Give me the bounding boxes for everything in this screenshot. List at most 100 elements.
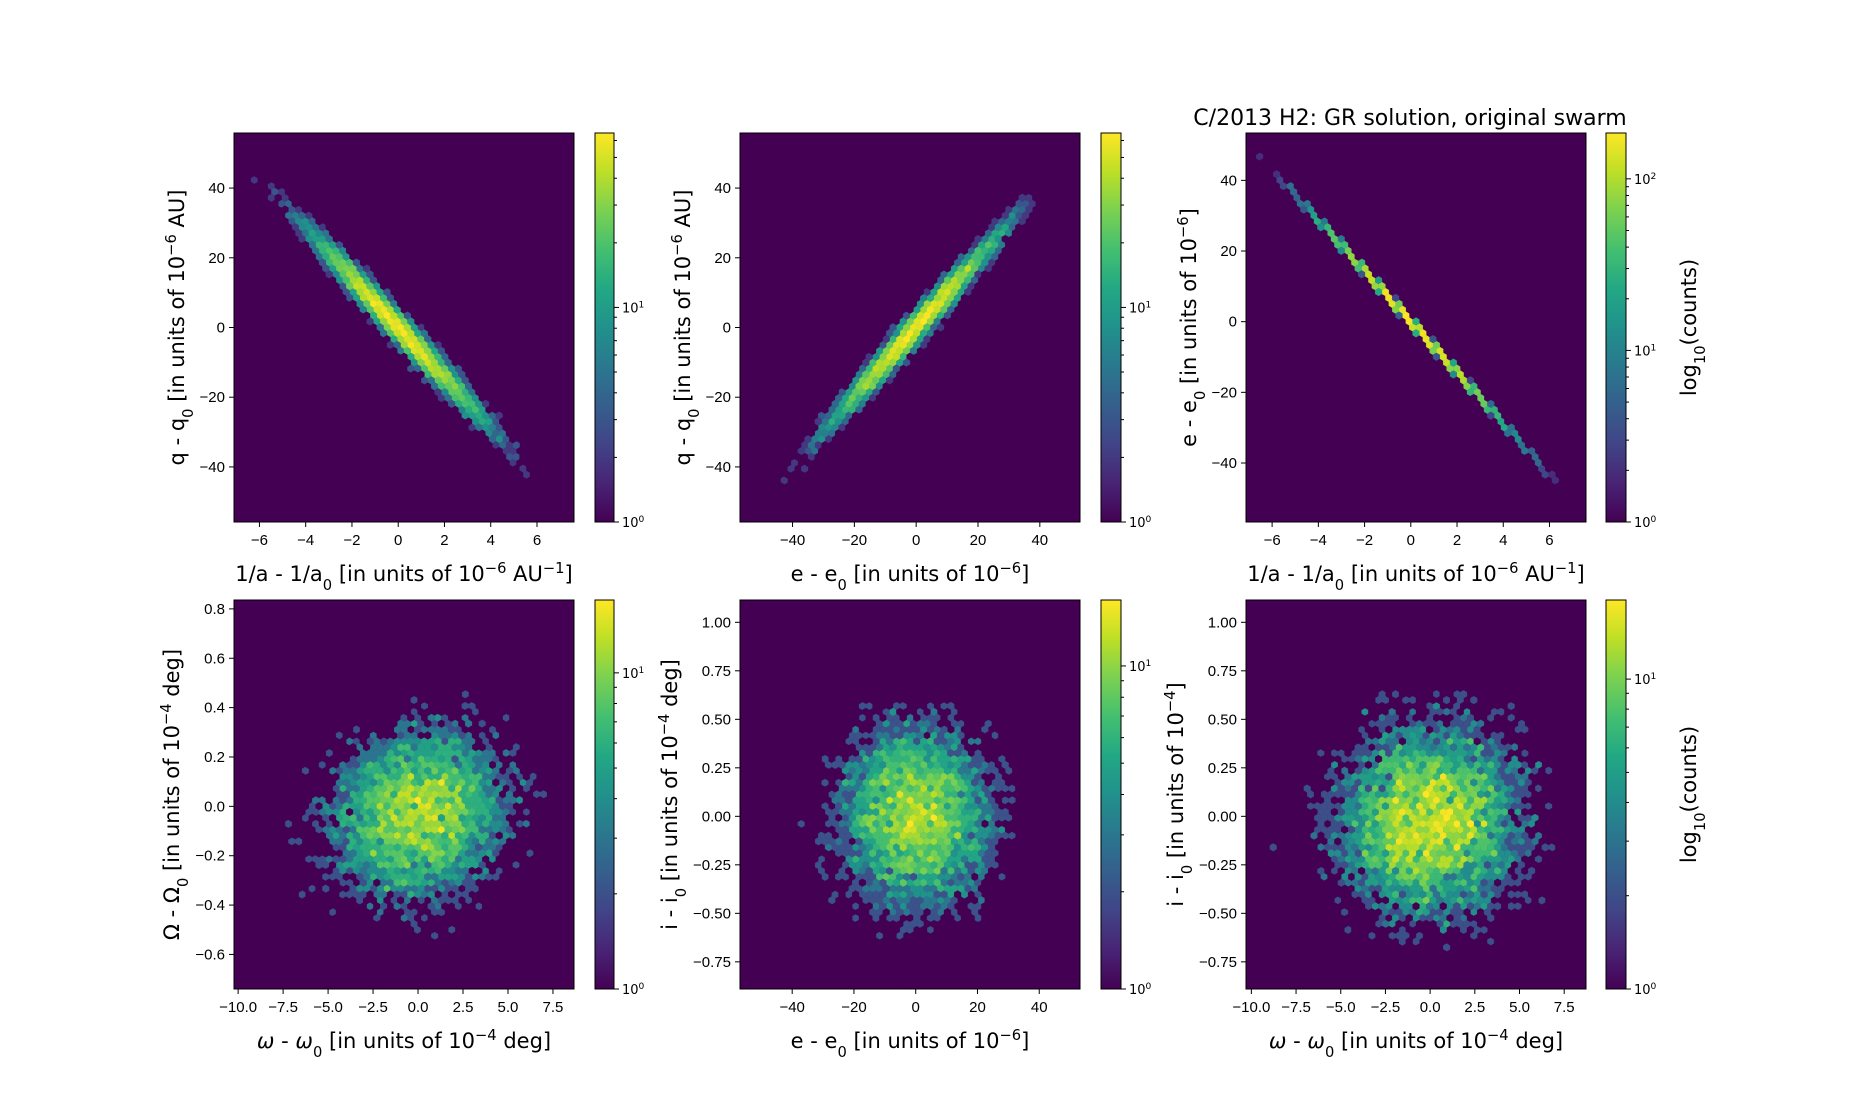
- hexbin-cell: [1001, 760, 1009, 769]
- hexbin-cell: [804, 925, 812, 934]
- hexbin-cell: [1572, 499, 1580, 509]
- hexbin-cell: [848, 393, 856, 403]
- hexbin-cell: [1018, 813, 1026, 822]
- hexbin-cell: [478, 849, 486, 858]
- hexbin-cell: [807, 754, 815, 764]
- hexbin-cell: [383, 908, 391, 917]
- hexbin-cell: [529, 902, 537, 911]
- hexbin-cell: [390, 684, 398, 693]
- hexbin-cell: [872, 807, 880, 817]
- hexbin-cell: [1028, 749, 1036, 758]
- hexbin-cell: [444, 837, 452, 846]
- hexbin-cell: [1412, 772, 1420, 781]
- hexbin-cell: [916, 731, 924, 740]
- hexbin-cell: [1039, 943, 1047, 952]
- hexbin-cell: [1494, 713, 1502, 722]
- hexbin-cell: [420, 340, 428, 350]
- panel-bottom-left: −10.0 −7.5 −5.0 −2.5 0.0 2.5 5.0 7.5−0.6−0.4−0.…: [158, 599, 645, 1061]
- hexbin-cell: [434, 666, 442, 675]
- hexbin-cell: [417, 837, 425, 846]
- hexbin-cell: [872, 796, 880, 805]
- hexbin-cell: [862, 813, 870, 822]
- hexbin-cell: [373, 701, 381, 711]
- hexbin-cell: [797, 772, 805, 781]
- hexbin-cell: [431, 872, 439, 881]
- hexbin-cell: [1001, 866, 1009, 875]
- hexbin-cell: [950, 825, 958, 834]
- hexbin-cell: [471, 429, 479, 438]
- hexbin-cell: [346, 749, 354, 758]
- hexbin-cell: [492, 684, 500, 693]
- hexbin-cell: [787, 849, 795, 858]
- hexbin-cell: [862, 919, 870, 928]
- hexbin-cell: [872, 690, 880, 699]
- hexbin-cell: [1483, 766, 1491, 775]
- hexbin-cell: [448, 399, 456, 408]
- hexbin-cell: [400, 972, 408, 981]
- hexbin-cell: [872, 866, 880, 875]
- hexbin-cell: [913, 340, 921, 350]
- hexbin-cell: [454, 388, 462, 397]
- hexbin-cell: [1035, 760, 1043, 769]
- hexbin-cell: [1477, 790, 1485, 799]
- hexbin-cell: [1436, 802, 1444, 811]
- hexbin-cell: [1018, 802, 1026, 811]
- x-tick-label: 0.0: [408, 999, 429, 1016]
- hexbin-cell: [1266, 790, 1274, 799]
- colorbar-tick-label: 100: [622, 982, 645, 998]
- hexbin-cell: [852, 364, 860, 373]
- hexbin-cell: [855, 931, 863, 940]
- hexbin-cell: [386, 949, 394, 958]
- hexbin-cell: [1463, 872, 1471, 881]
- hexbin-cell: [1449, 884, 1457, 893]
- hexbin-cell: [502, 890, 510, 899]
- hexbin-cell: [865, 866, 873, 875]
- hexbin-cell: [437, 860, 445, 870]
- y-tick-label: 0: [1229, 314, 1237, 331]
- hexbin-cell: [366, 890, 374, 899]
- hexbin-cell: [882, 966, 890, 976]
- x-tick-label: −40: [779, 999, 804, 1016]
- axes-frame: [233, 599, 575, 990]
- hexbin-cell: [865, 737, 873, 746]
- hexbin-cell: [478, 382, 486, 391]
- hexbin-cell: [950, 287, 958, 297]
- hexbin-cell: [346, 925, 354, 934]
- hexbin-cell: [845, 654, 853, 663]
- hexbin-cell: [325, 234, 333, 244]
- hexbin-cell: [567, 743, 574, 752]
- hexbin-cell: [838, 690, 846, 699]
- hexbin-cell: [539, 684, 547, 693]
- hexbin-cell: [998, 205, 1006, 214]
- hexbin-cell: [376, 837, 384, 846]
- x-tick-label: −4: [1310, 532, 1327, 549]
- hexbin-cell: [1507, 760, 1515, 769]
- hexbin-cell: [1001, 807, 1009, 817]
- hexbin-cell: [352, 937, 360, 946]
- hexbin-cell: [512, 778, 520, 787]
- hexbin-cell: [960, 293, 968, 302]
- hexbin-cell: [560, 849, 568, 858]
- hexbin-cell: [964, 719, 972, 728]
- hexbin-cell: [903, 696, 911, 705]
- hexbin-cell: [760, 499, 768, 509]
- hexbin-cell: [889, 323, 897, 332]
- hexbin-cell: [933, 654, 941, 663]
- hexbin-cell: [872, 399, 880, 408]
- hexbin-cell: [1422, 778, 1430, 787]
- hexbin-cell: [814, 417, 822, 426]
- hexbin-cell: [482, 902, 490, 911]
- hexbin-cell: [896, 978, 904, 987]
- hexbin-cell: [522, 772, 530, 781]
- x-tick-label: −10.0: [219, 999, 257, 1016]
- hexbin-cell: [1494, 796, 1502, 805]
- hexbin-cell: [807, 837, 815, 846]
- y-axis-label: i - i0 [in units of 10−4 deg]: [656, 659, 690, 930]
- hexbin-cell: [386, 925, 394, 934]
- hexbin-cell: [1524, 452, 1532, 461]
- colorbar-tick-label: 101: [622, 666, 644, 682]
- hexbin-cell: [570, 819, 574, 828]
- hexbin-cell: [797, 749, 805, 758]
- hexbin-cell: [488, 423, 496, 432]
- hexbin-cell: [835, 719, 843, 728]
